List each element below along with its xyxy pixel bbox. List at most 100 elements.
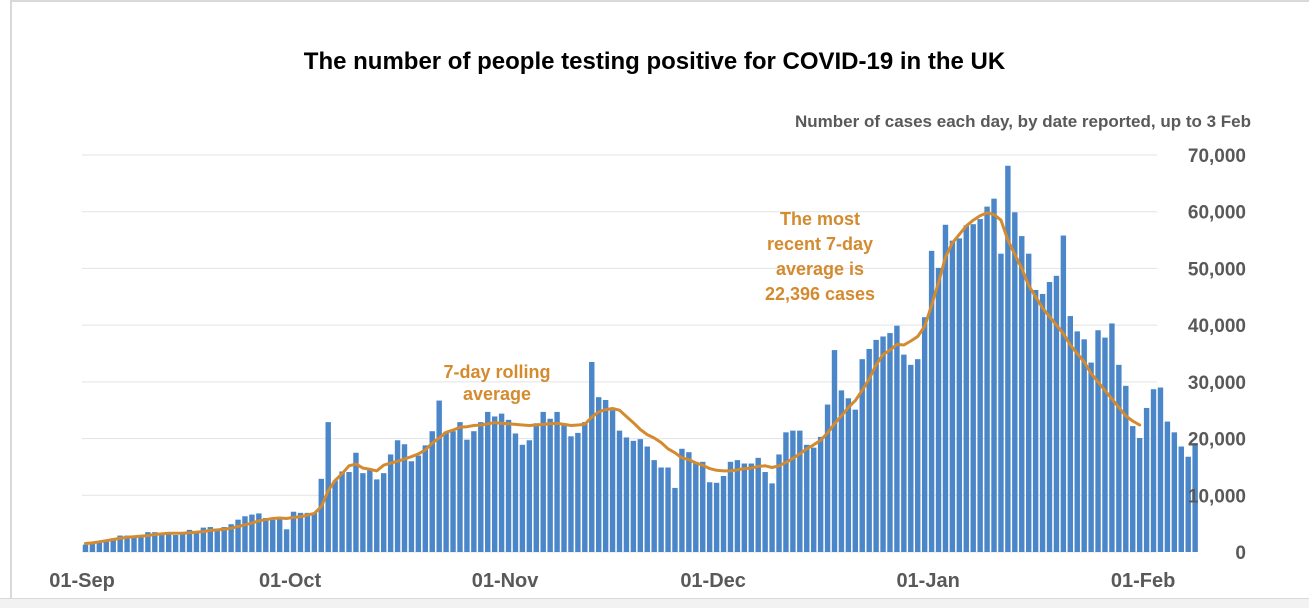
bar [804, 444, 810, 552]
bar [1192, 443, 1198, 552]
bar [769, 483, 775, 552]
bar [866, 348, 872, 552]
bar [533, 423, 539, 552]
annotation-text: recent 7-day [767, 234, 873, 254]
bar [748, 463, 754, 552]
bar [554, 411, 560, 552]
bar [561, 423, 567, 552]
y-tick-label: 50,000 [1188, 259, 1246, 280]
bar [790, 430, 796, 552]
bar [887, 333, 893, 552]
bar [762, 472, 768, 552]
bar [82, 544, 89, 552]
frame-border-bottom [0, 598, 1309, 608]
bar [1178, 446, 1184, 552]
bar [589, 362, 595, 552]
bar [845, 398, 852, 552]
bar [977, 219, 983, 552]
bar [1088, 362, 1094, 552]
bar [1067, 316, 1074, 552]
bar [921, 317, 928, 552]
bar [172, 534, 179, 552]
bar [623, 437, 630, 552]
x-tick-label: 01-Sep [49, 570, 115, 592]
y-tick-label: 40,000 [1188, 316, 1246, 337]
bar [159, 533, 165, 552]
bar [901, 354, 907, 552]
bar [415, 455, 422, 552]
bar [1157, 387, 1164, 552]
y-tick-label: 10,000 [1188, 486, 1246, 507]
x-tick-label: 01-Dec [680, 570, 746, 592]
bar [374, 479, 380, 552]
bar [1123, 385, 1129, 552]
bar [464, 439, 470, 552]
bar [249, 514, 255, 552]
bar [138, 534, 144, 552]
bar [228, 524, 234, 552]
bar [207, 527, 214, 552]
bar [824, 404, 831, 552]
bar [304, 512, 311, 552]
annotation-text: average is [776, 259, 864, 279]
bar [679, 448, 685, 552]
bar [942, 224, 949, 552]
bar [401, 444, 408, 552]
bar [332, 480, 338, 552]
bar [429, 431, 435, 552]
bar [124, 535, 130, 552]
bar [498, 413, 505, 552]
bar [880, 336, 886, 552]
bar [117, 535, 123, 552]
bar [568, 436, 574, 552]
bar [380, 473, 387, 552]
bar [485, 411, 491, 552]
bar [360, 473, 366, 552]
bar [471, 431, 477, 552]
y-axis-ticks: 0 10,000 20,000 30,000 40,000 50,000 60,000 70,… [1188, 146, 1246, 564]
bar [422, 445, 429, 552]
bar [1060, 235, 1067, 552]
y-tick-label: 20,000 [1188, 430, 1246, 451]
bar [1185, 456, 1191, 552]
bar [297, 512, 304, 552]
chart-title: The number of people testing positive fo… [303, 48, 1006, 75]
bar [963, 225, 969, 552]
bar [540, 411, 546, 552]
bar [1025, 253, 1032, 552]
bar [1074, 331, 1080, 552]
bar [491, 416, 498, 552]
bar [720, 476, 727, 552]
bar [1039, 293, 1046, 552]
bar [193, 531, 200, 552]
bar [1005, 165, 1011, 553]
bar [1095, 330, 1101, 552]
bar [242, 516, 248, 552]
bar [928, 250, 935, 552]
bar [152, 532, 158, 552]
bar [1143, 407, 1150, 552]
bar [256, 513, 262, 552]
bar [693, 461, 699, 552]
bar [1046, 282, 1053, 552]
bar [595, 397, 602, 552]
bar [165, 533, 172, 552]
bar [110, 538, 116, 552]
bar [436, 400, 442, 552]
bar [325, 422, 331, 552]
bar [776, 454, 782, 552]
bar [859, 359, 865, 552]
bar [1109, 323, 1115, 552]
y-tick-label: 70,000 [1188, 146, 1246, 167]
bar [1130, 426, 1136, 552]
bar [915, 359, 921, 552]
bar [609, 410, 616, 552]
x-tick-label: 01-Feb [1111, 570, 1175, 592]
bar [970, 224, 976, 553]
bar [547, 418, 553, 552]
bar [283, 529, 290, 552]
bar [408, 461, 415, 552]
bar [984, 206, 990, 553]
